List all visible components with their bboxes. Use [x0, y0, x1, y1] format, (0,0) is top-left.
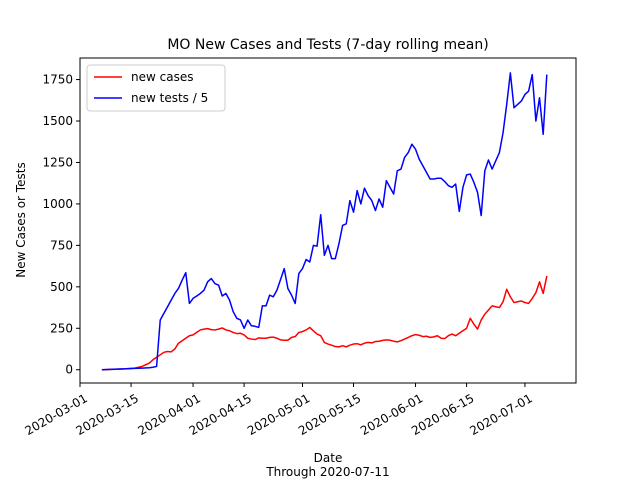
plot-frame — [79, 57, 577, 384]
legend: new cases new tests / 5 — [86, 64, 226, 112]
legend-label: new tests / 5 — [131, 91, 208, 105]
x-axis: 2020-03-012020-03-152020-04-012020-04-15… — [22, 383, 535, 438]
y-tick-label: 750 — [50, 238, 73, 252]
x-axis-sublabel: Through 2020-07-11 — [265, 465, 389, 479]
y-tick-label: 500 — [50, 280, 73, 294]
y-tick-label: 1000 — [42, 197, 73, 211]
chart-title: MO New Cases and Tests (7-day rolling me… — [167, 37, 488, 53]
y-axis-label: New Cases or Tests — [14, 162, 28, 277]
y-tick-label: 1750 — [42, 73, 73, 87]
series-line-new-cases — [101, 275, 548, 371]
x-tick-label: 2020-07-01 — [467, 391, 534, 438]
series-line-new-tests — [101, 72, 548, 371]
plot-area — [101, 72, 548, 371]
y-tick-label: 1250 — [42, 155, 73, 169]
y-tick-label: 0 — [65, 363, 73, 377]
x-axis-label: Date — [314, 451, 343, 465]
legend-label: new cases — [131, 70, 193, 84]
y-tick-label: 1500 — [42, 114, 73, 128]
y-tick-label: 250 — [50, 321, 73, 335]
y-axis: 0 250 500 750 1000 1250 1500 1750 — [42, 73, 80, 377]
